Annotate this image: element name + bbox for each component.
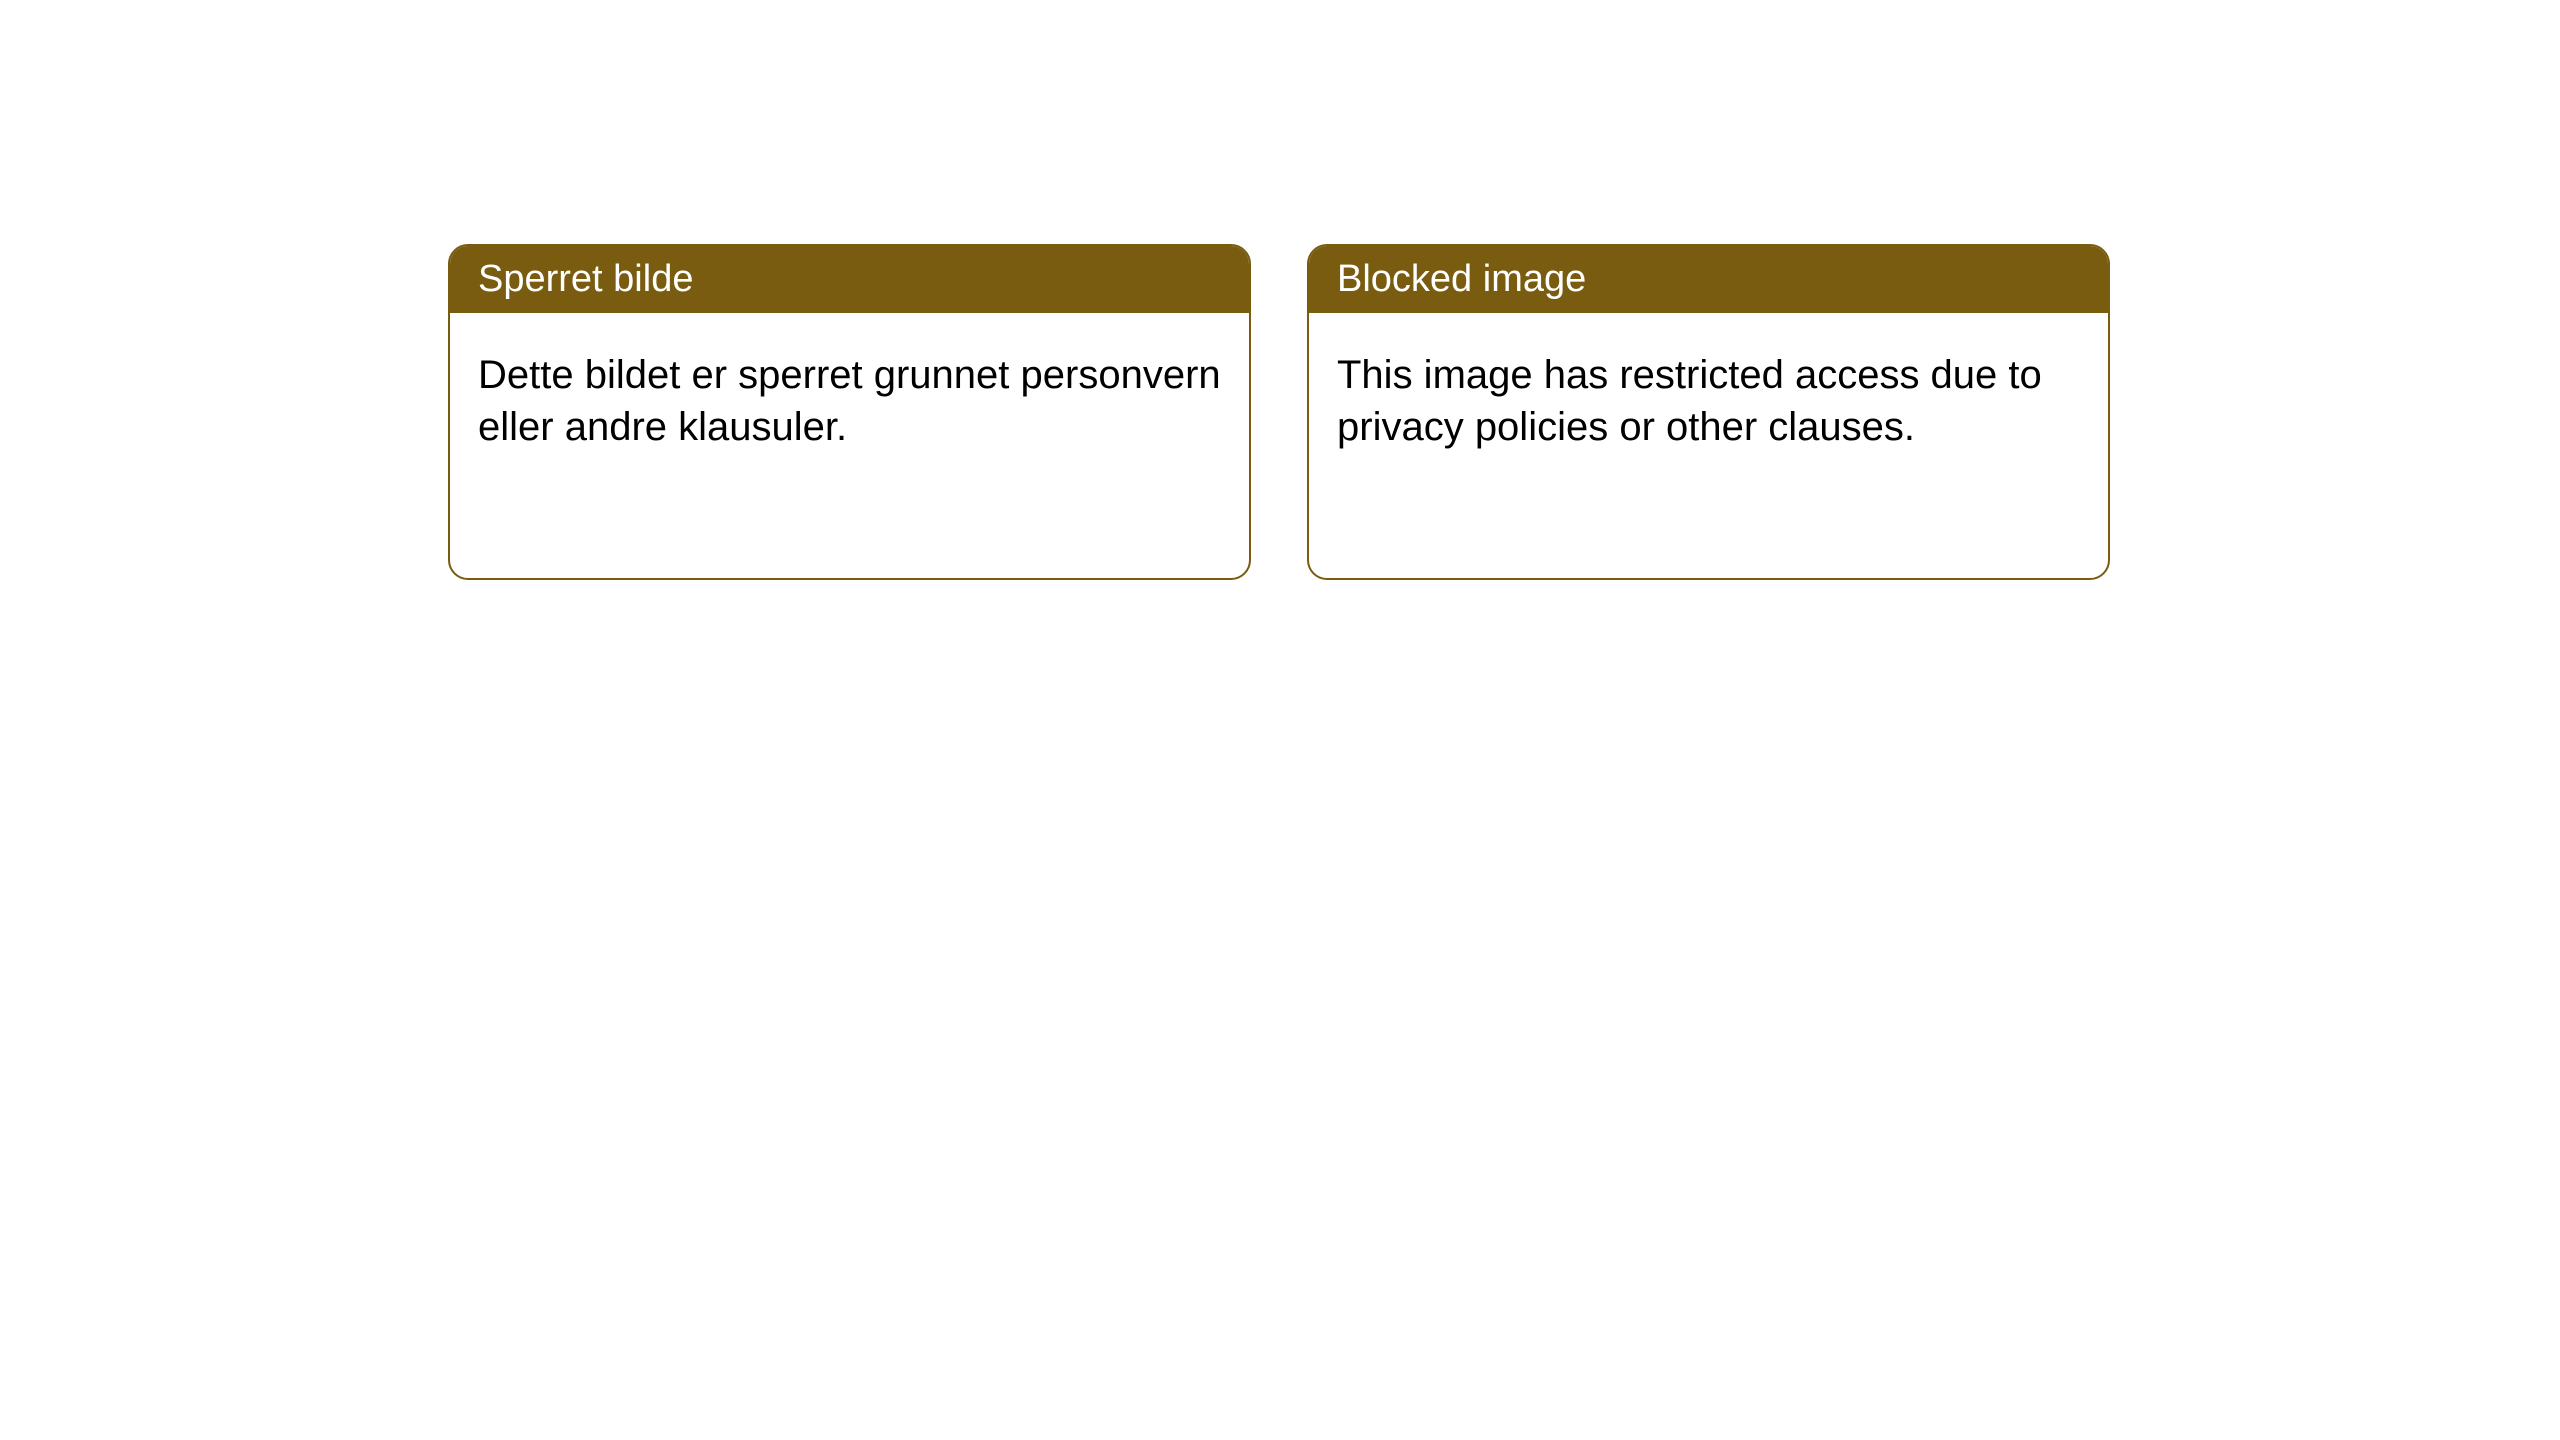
notice-container: Sperret bilde Dette bildet er sperret gr… (0, 0, 2560, 580)
notice-title: Sperret bilde (478, 258, 693, 300)
notice-title: Blocked image (1337, 258, 1586, 300)
notice-body: This image has restricted access due to … (1309, 313, 2108, 489)
notice-header: Blocked image (1309, 246, 2108, 313)
notice-body: Dette bildet er sperret grunnet personve… (450, 313, 1249, 489)
notice-header: Sperret bilde (450, 246, 1249, 313)
notice-message: This image has restricted access due to … (1337, 353, 2042, 449)
notice-card-norwegian: Sperret bilde Dette bildet er sperret gr… (448, 244, 1251, 580)
notice-message: Dette bildet er sperret grunnet personve… (478, 353, 1221, 449)
notice-card-english: Blocked image This image has restricted … (1307, 244, 2110, 580)
